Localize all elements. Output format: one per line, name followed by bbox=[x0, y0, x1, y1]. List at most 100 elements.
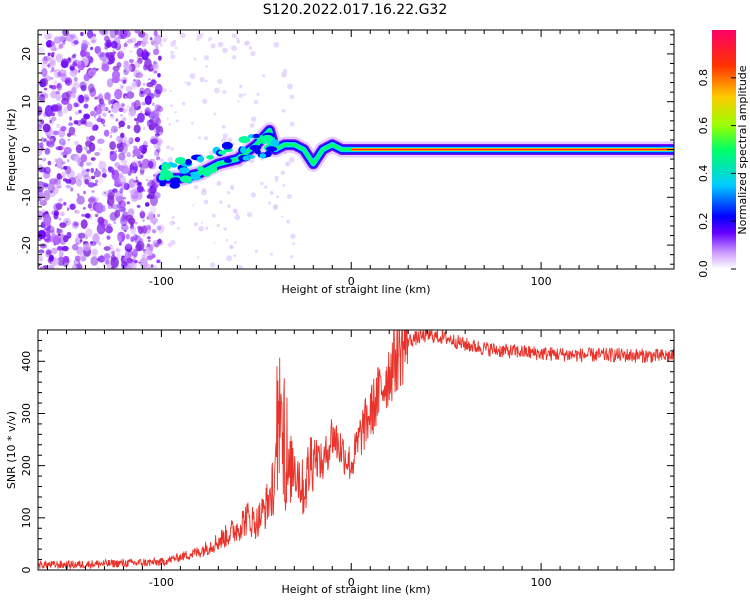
noise-speck bbox=[247, 212, 253, 218]
noise-speck bbox=[260, 181, 264, 186]
noise-speck bbox=[151, 253, 156, 259]
noise-speck bbox=[86, 41, 90, 46]
noise-speck bbox=[287, 83, 293, 90]
noise-speck bbox=[112, 172, 115, 175]
noise-speck bbox=[201, 221, 204, 224]
noise-speck bbox=[133, 79, 140, 84]
noise-speck bbox=[137, 105, 141, 110]
noise-speck bbox=[126, 91, 135, 99]
noise-speck bbox=[157, 72, 161, 78]
y-tick-label: -20 bbox=[20, 236, 33, 254]
noise-speck bbox=[226, 255, 233, 262]
noise-speck bbox=[41, 94, 44, 97]
noise-speck bbox=[140, 110, 143, 113]
noise-speck bbox=[281, 215, 284, 218]
noise-speck bbox=[57, 233, 61, 237]
noise-speck bbox=[213, 112, 217, 116]
noise-speck bbox=[43, 33, 51, 40]
noise-speck bbox=[38, 191, 44, 198]
noise-speck bbox=[99, 51, 108, 62]
noise-speck bbox=[145, 179, 149, 182]
noise-speck bbox=[77, 174, 83, 180]
noise-speck bbox=[40, 136, 45, 142]
noise-speck bbox=[69, 33, 76, 39]
noise-speck bbox=[289, 255, 294, 259]
noise-speck bbox=[142, 48, 148, 54]
noise-speck bbox=[127, 137, 132, 143]
noise-speck bbox=[152, 109, 159, 118]
noise-speck bbox=[125, 233, 130, 240]
noise-speck bbox=[110, 40, 118, 49]
noise-speck bbox=[225, 238, 229, 242]
noise-speck bbox=[114, 209, 121, 218]
noise-speck bbox=[66, 103, 73, 112]
noise-speck bbox=[193, 222, 199, 227]
noise-speck bbox=[84, 178, 89, 185]
noise-speck bbox=[231, 55, 237, 60]
noise-speck bbox=[237, 100, 240, 103]
noise-speck bbox=[142, 148, 147, 154]
noise-speck bbox=[99, 98, 105, 105]
noise-speck bbox=[47, 264, 55, 269]
noise-speck bbox=[118, 201, 122, 205]
noise-speck bbox=[217, 78, 223, 85]
noise-speck bbox=[50, 41, 56, 46]
noise-speck bbox=[51, 51, 55, 56]
noise-speck bbox=[40, 77, 49, 87]
noise-speck bbox=[42, 32, 46, 35]
noise-speck bbox=[43, 214, 52, 226]
noise-speck bbox=[122, 196, 127, 200]
noise-speck bbox=[133, 79, 136, 82]
noise-speck bbox=[103, 246, 111, 252]
noise-speck bbox=[196, 33, 203, 40]
noise-speck bbox=[95, 179, 99, 184]
x-tick-label: 100 bbox=[531, 576, 552, 589]
noise-speck bbox=[51, 67, 55, 72]
noise-speck bbox=[209, 262, 216, 268]
noise-speck bbox=[116, 252, 121, 259]
noise-speck bbox=[130, 37, 137, 43]
noise-speck bbox=[104, 46, 109, 50]
noise-speck bbox=[81, 213, 85, 217]
noise-speck bbox=[221, 124, 226, 129]
noise-speck bbox=[43, 56, 48, 62]
noise-speck bbox=[139, 169, 145, 176]
noise-speck bbox=[127, 124, 131, 130]
noise-speck bbox=[104, 35, 110, 43]
noise-speck bbox=[157, 55, 162, 61]
noise-speck bbox=[80, 43, 89, 50]
noise-speck bbox=[289, 121, 295, 127]
noise-speck bbox=[222, 133, 228, 139]
noise-speck bbox=[192, 204, 195, 207]
noise-speck bbox=[72, 264, 81, 269]
noise-speck bbox=[49, 57, 57, 68]
y-tick-label: 400 bbox=[20, 351, 33, 372]
spectrogram-xlabel: Height of straight line (km) bbox=[281, 283, 430, 296]
noise-speck bbox=[249, 122, 255, 128]
noise-speck bbox=[69, 203, 76, 210]
noise-speck bbox=[113, 221, 117, 225]
noise-speck bbox=[76, 209, 80, 214]
noise-speck bbox=[170, 239, 176, 246]
noise-speck bbox=[71, 54, 77, 59]
noise-speck bbox=[142, 233, 146, 237]
ridge-blob bbox=[207, 165, 218, 174]
noise-speck bbox=[114, 30, 120, 36]
noise-speck bbox=[74, 111, 79, 115]
noise-speck bbox=[63, 165, 68, 170]
noise-speck bbox=[156, 225, 162, 231]
noise-speck bbox=[47, 52, 51, 57]
noise-speck bbox=[42, 123, 51, 133]
noise-speck bbox=[223, 227, 227, 231]
noise-speck bbox=[119, 83, 124, 90]
noise-speck bbox=[141, 41, 146, 48]
noise-speck bbox=[231, 33, 237, 39]
noise-speck bbox=[219, 200, 223, 204]
noise-speck bbox=[60, 204, 64, 207]
noise-speck bbox=[95, 217, 98, 220]
noise-speck bbox=[46, 250, 52, 256]
noise-speck bbox=[72, 61, 78, 67]
noise-speck bbox=[150, 138, 159, 145]
noise-speck bbox=[155, 138, 163, 146]
noise-speck bbox=[49, 119, 53, 124]
